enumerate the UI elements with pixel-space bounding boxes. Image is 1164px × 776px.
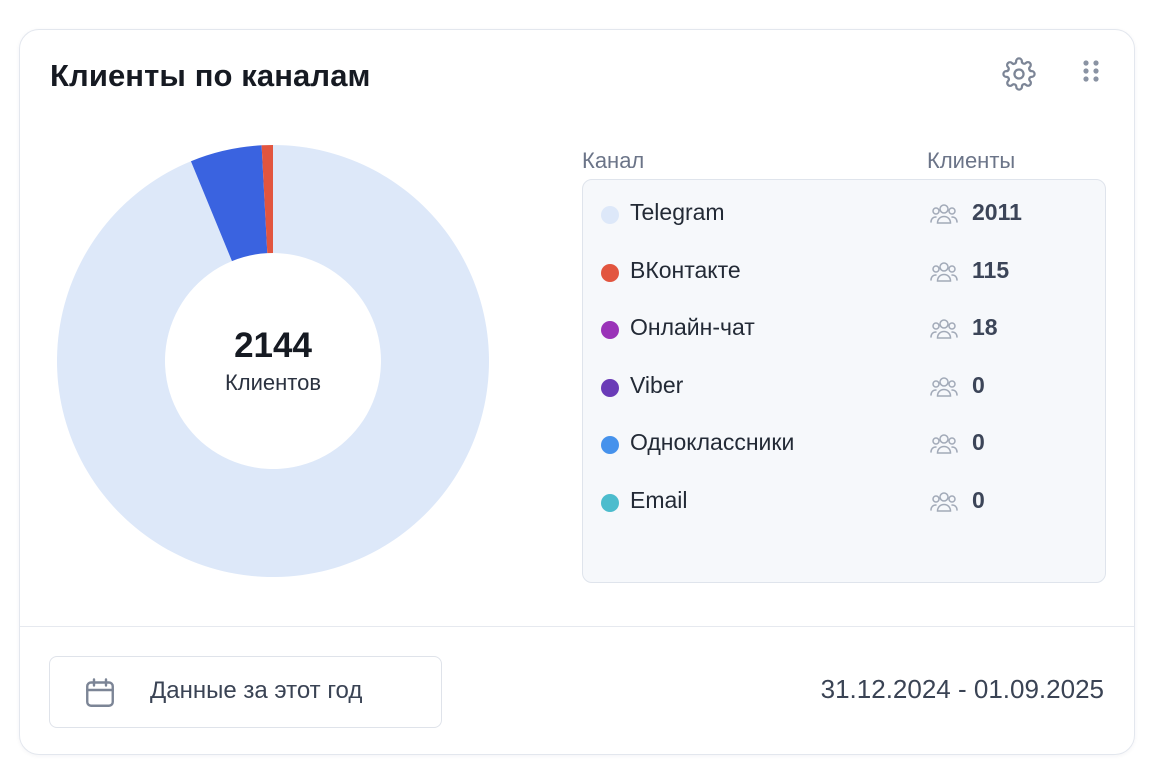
legend-channel-name: Онлайн-чат (630, 314, 755, 340)
legend-row[interactable]: Онлайн-чат 18 (583, 308, 1105, 348)
legend-header-clients: Клиенты (927, 148, 1016, 173)
legend-color-dot (601, 378, 619, 397)
legend-row[interactable]: Email 0 (583, 481, 1105, 521)
footer-divider (20, 626, 1134, 627)
period-label: Данные за этот год (150, 677, 363, 704)
legend-color-dot (601, 493, 619, 512)
drag-handle-button[interactable] (1071, 54, 1111, 94)
legend-channel-name: Email (630, 486, 688, 513)
legend-list: Telegram 2011 ВКонтакте 115 Онлайн-чат 18 Vibe… (582, 179, 1106, 583)
users-icon (930, 376, 958, 397)
users-icon (930, 319, 958, 339)
legend-color-dot (601, 321, 619, 339)
period-select-button[interactable]: Данные за этот год (49, 656, 442, 728)
users-icon (930, 434, 958, 454)
date-range: 31.12.2024 - 01.09.2025 (820, 674, 1104, 704)
gear-icon (1002, 57, 1036, 91)
donut-slice-онлайн-чат[interactable] (261, 145, 273, 254)
settings-button[interactable] (999, 54, 1039, 94)
legend-channel-name: Viber (630, 371, 684, 398)
legend-row[interactable]: ВКонтакте 115 (583, 251, 1105, 291)
legend-color-dot (601, 206, 619, 224)
users-icon (930, 204, 958, 224)
donut-slice-вконтакте[interactable] (190, 145, 268, 262)
legend-client-count: 0 (972, 486, 985, 513)
legend-client-count: 2011 (972, 199, 1022, 225)
legend-row[interactable]: Одноклассники 0 (583, 423, 1105, 463)
legend-color-dot (601, 436, 619, 454)
users-icon (930, 261, 958, 282)
donut-chart-svg (56, 145, 490, 577)
drag-handle-icon (1083, 60, 1099, 82)
legend-channel-name: Telegram (630, 199, 725, 225)
legend-row[interactable]: Viber 0 (583, 366, 1105, 406)
legend-channel-name: ВКонтакте (630, 256, 741, 283)
donut-slice-telegram[interactable] (56, 145, 490, 577)
clients-by-channel-widget: Клиенты по каналам 2144 Клиентов Канал К… (19, 29, 1135, 755)
legend-client-count: 0 (972, 429, 985, 455)
widget-title: Клиенты по каналам (50, 58, 371, 93)
legend-client-count: 115 (972, 256, 1010, 283)
legend-row[interactable]: Telegram 2011 (583, 193, 1105, 233)
users-icon (930, 491, 958, 512)
legend-color-dot (601, 263, 619, 282)
legend-client-count: 18 (972, 314, 998, 340)
legend-header-channel: Канал (582, 148, 645, 173)
calendar-icon (86, 678, 114, 707)
legend-channel-name: Одноклассники (630, 429, 795, 455)
donut-chart: 2144 Клиентов (56, 144, 490, 578)
legend-client-count: 0 (972, 371, 985, 398)
